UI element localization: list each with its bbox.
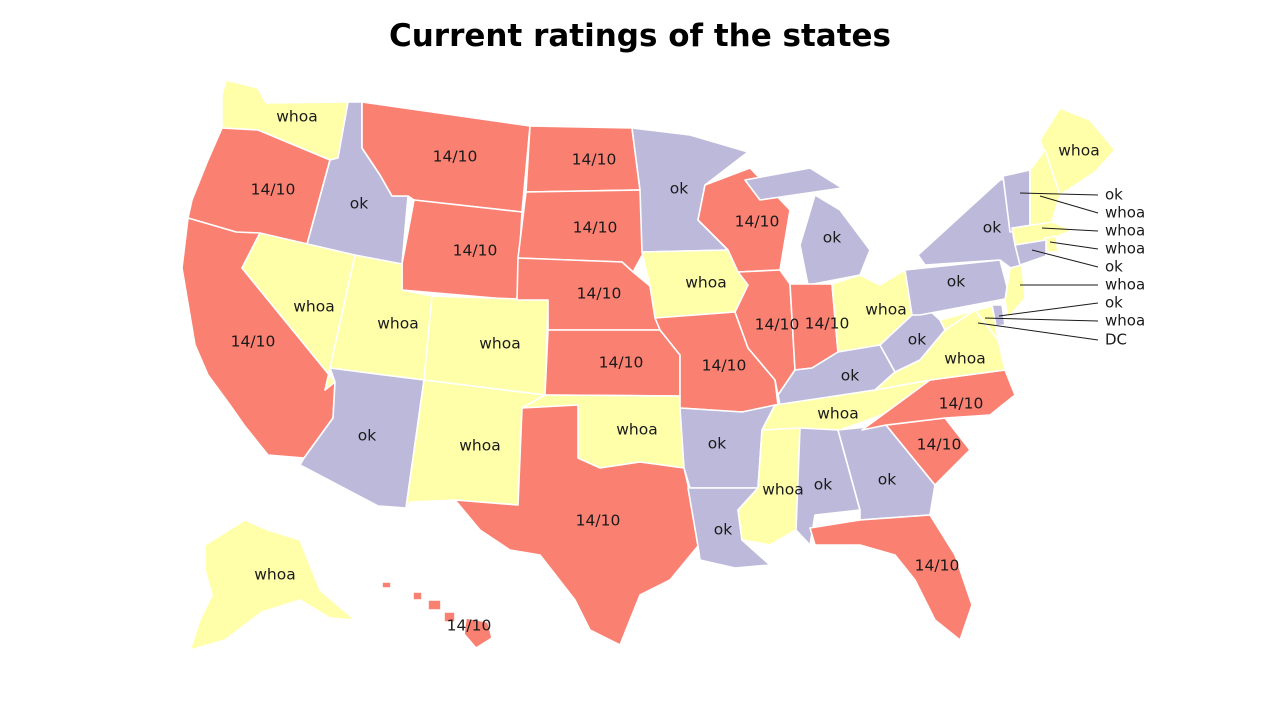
callout-label-nj: whoa — [1105, 276, 1145, 294]
state-label-ms: whoa — [762, 481, 803, 499]
state-label-il: 14/10 — [755, 316, 800, 334]
state-label-co: whoa — [479, 335, 520, 353]
state-shape-ma — [1011, 221, 1073, 246]
state-label-ut: whoa — [377, 315, 418, 333]
state-label-la: ok — [714, 521, 732, 539]
state-shape-fl — [809, 514, 973, 641]
callout-label-ma: whoa — [1105, 222, 1145, 240]
state-shape-ak — [189, 519, 356, 651]
state-label-wa: whoa — [276, 108, 317, 126]
state-shape-wy — [401, 199, 523, 301]
state-label-nv: whoa — [293, 298, 334, 316]
state-label-ne: 14/10 — [577, 285, 622, 303]
state-label-mt: 14/10 — [433, 148, 478, 166]
state-label-al: ok — [814, 476, 832, 494]
callout-line-md — [984, 317, 1099, 322]
callout-label-ct: ok — [1105, 258, 1123, 276]
state-label-wv: ok — [908, 331, 926, 349]
state-label-ca: 14/10 — [231, 333, 276, 351]
state-shape-ct — [1014, 239, 1047, 266]
state-label-id: ok — [350, 195, 368, 213]
state-shape-nj — [1004, 264, 1026, 319]
state-label-ks: 14/10 — [599, 354, 644, 372]
callout-line-de — [998, 302, 1099, 317]
state-label-or: 14/10 — [251, 181, 296, 199]
callout-label-ri: whoa — [1105, 240, 1145, 258]
state-shape-hi — [381, 581, 493, 649]
state-label-hi: 14/10 — [447, 617, 492, 635]
state-label-tn: whoa — [817, 405, 858, 423]
state-label-wy: 14/10 — [453, 242, 498, 260]
callout-line-vt — [1019, 192, 1099, 196]
callout-label-nh: whoa — [1105, 204, 1145, 222]
callout-label-md: whoa — [1105, 312, 1145, 330]
state-label-va: whoa — [944, 350, 985, 368]
state-label-ar: ok — [708, 435, 726, 453]
page-title: Current ratings of the states — [388, 18, 892, 54]
state-label-in: 14/10 — [805, 315, 850, 333]
callout-label-de: ok — [1105, 294, 1123, 312]
state-label-pa: ok — [947, 273, 965, 291]
state-shapes — [181, 79, 1116, 651]
state-label-az: ok — [358, 427, 376, 445]
state-label-ok: whoa — [616, 421, 657, 439]
state-shape-mt — [361, 101, 531, 213]
state-label-me: whoa — [1058, 142, 1099, 160]
callout-label-vt: ok — [1105, 186, 1123, 204]
state-label-nd: 14/10 — [572, 151, 617, 169]
callout-leader-lines — [977, 192, 1099, 341]
state-label-wi: 14/10 — [735, 213, 780, 231]
state-label-mo: 14/10 — [702, 357, 747, 375]
state-label-ak: whoa — [254, 566, 295, 584]
state-label-nc: 14/10 — [939, 395, 984, 413]
state-label-ny: ok — [983, 219, 1001, 237]
state-label-oh: whoa — [865, 301, 906, 319]
callout-label-dc: DC — [1105, 331, 1127, 349]
state-shape-il — [734, 269, 796, 396]
state-label-fl: 14/10 — [915, 557, 960, 575]
state-label-ia: whoa — [685, 274, 726, 292]
state-shape-tx — [454, 404, 699, 646]
state-label-sd: 14/10 — [573, 219, 618, 237]
state-label-mi: ok — [823, 229, 841, 247]
state-label-mn: ok — [670, 180, 688, 198]
state-label-nm: whoa — [459, 437, 500, 455]
state-labels: whoa14/1014/10okwhoa14/1014/10whoaokwhoa… — [231, 108, 1145, 635]
state-label-sc: 14/10 — [917, 436, 962, 454]
callout-line-ct — [1031, 249, 1099, 268]
state-label-ga: ok — [878, 471, 896, 489]
callout-line-dc — [977, 322, 1099, 341]
state-label-tx: 14/10 — [576, 512, 621, 530]
state-shape-md — [939, 305, 999, 341]
callout-line-ma — [1041, 227, 1099, 232]
state-label-ky: ok — [841, 367, 859, 385]
state-shape-ri — [1044, 235, 1059, 253]
callout-line-ri — [1049, 241, 1099, 250]
callout-line-nh — [1039, 195, 1099, 214]
state-shape-nh — [1029, 149, 1061, 229]
